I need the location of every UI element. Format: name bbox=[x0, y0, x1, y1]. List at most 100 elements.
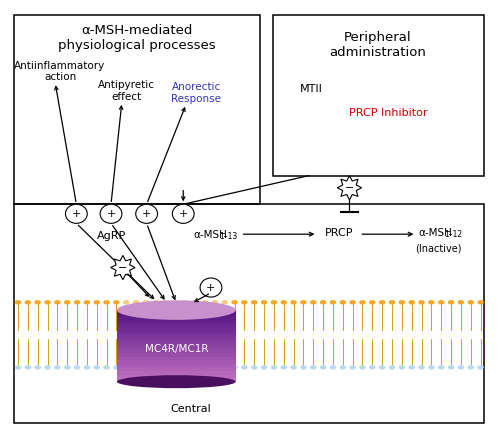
Ellipse shape bbox=[14, 365, 21, 370]
Ellipse shape bbox=[54, 300, 60, 304]
Ellipse shape bbox=[212, 300, 218, 304]
Ellipse shape bbox=[222, 300, 228, 304]
Ellipse shape bbox=[172, 300, 178, 304]
Circle shape bbox=[172, 204, 194, 223]
Ellipse shape bbox=[290, 300, 297, 304]
Ellipse shape bbox=[300, 365, 306, 370]
Ellipse shape bbox=[320, 300, 326, 304]
Ellipse shape bbox=[379, 365, 386, 370]
Polygon shape bbox=[117, 367, 236, 371]
Ellipse shape bbox=[458, 300, 464, 304]
Ellipse shape bbox=[142, 365, 149, 370]
Ellipse shape bbox=[74, 365, 80, 370]
Ellipse shape bbox=[408, 300, 415, 304]
Text: α-MSH: α-MSH bbox=[419, 228, 452, 238]
Ellipse shape bbox=[330, 300, 336, 304]
Text: 1–12: 1–12 bbox=[444, 230, 462, 239]
Ellipse shape bbox=[84, 300, 90, 304]
Ellipse shape bbox=[398, 365, 405, 370]
Ellipse shape bbox=[280, 300, 287, 304]
Polygon shape bbox=[117, 325, 236, 328]
Ellipse shape bbox=[117, 300, 236, 320]
Ellipse shape bbox=[379, 300, 386, 304]
Polygon shape bbox=[117, 335, 236, 339]
Polygon shape bbox=[117, 378, 236, 381]
Ellipse shape bbox=[359, 365, 366, 370]
Polygon shape bbox=[117, 360, 236, 364]
Ellipse shape bbox=[182, 365, 188, 370]
Ellipse shape bbox=[261, 365, 268, 370]
Ellipse shape bbox=[142, 300, 149, 304]
Ellipse shape bbox=[133, 300, 140, 304]
Text: α-MSH-mediated
physiological processes: α-MSH-mediated physiological processes bbox=[58, 24, 216, 52]
Ellipse shape bbox=[232, 300, 238, 304]
Ellipse shape bbox=[162, 365, 169, 370]
Text: +: + bbox=[72, 209, 81, 219]
Ellipse shape bbox=[172, 365, 178, 370]
Ellipse shape bbox=[152, 365, 159, 370]
Polygon shape bbox=[117, 350, 236, 353]
Ellipse shape bbox=[113, 365, 119, 370]
Ellipse shape bbox=[438, 300, 444, 304]
Ellipse shape bbox=[398, 300, 405, 304]
Polygon shape bbox=[117, 332, 236, 335]
Polygon shape bbox=[117, 374, 236, 378]
Text: +: + bbox=[178, 209, 188, 219]
Text: Anorectic
Response: Anorectic Response bbox=[171, 82, 221, 104]
Ellipse shape bbox=[340, 300, 346, 304]
Ellipse shape bbox=[84, 365, 90, 370]
Ellipse shape bbox=[388, 365, 396, 370]
Text: −: − bbox=[118, 263, 128, 272]
Ellipse shape bbox=[34, 365, 41, 370]
Ellipse shape bbox=[330, 365, 336, 370]
Ellipse shape bbox=[428, 300, 434, 304]
Ellipse shape bbox=[320, 365, 326, 370]
Text: Peripheral
administration: Peripheral administration bbox=[329, 32, 426, 60]
Ellipse shape bbox=[123, 300, 130, 304]
Ellipse shape bbox=[359, 300, 366, 304]
Ellipse shape bbox=[468, 300, 474, 304]
Circle shape bbox=[66, 204, 88, 223]
Ellipse shape bbox=[261, 300, 268, 304]
Ellipse shape bbox=[280, 365, 287, 370]
Ellipse shape bbox=[94, 365, 100, 370]
Ellipse shape bbox=[310, 365, 316, 370]
Ellipse shape bbox=[44, 300, 51, 304]
Ellipse shape bbox=[104, 300, 110, 304]
Polygon shape bbox=[117, 353, 236, 357]
Circle shape bbox=[200, 278, 222, 297]
Text: +: + bbox=[106, 209, 116, 219]
Ellipse shape bbox=[212, 365, 218, 370]
Ellipse shape bbox=[251, 300, 258, 304]
Ellipse shape bbox=[468, 365, 474, 370]
Polygon shape bbox=[338, 176, 361, 200]
Circle shape bbox=[100, 204, 122, 223]
Ellipse shape bbox=[448, 300, 454, 304]
Ellipse shape bbox=[74, 300, 80, 304]
Polygon shape bbox=[117, 364, 236, 367]
Polygon shape bbox=[117, 346, 236, 350]
Polygon shape bbox=[117, 339, 236, 343]
Ellipse shape bbox=[369, 365, 376, 370]
Ellipse shape bbox=[428, 365, 434, 370]
Ellipse shape bbox=[162, 300, 169, 304]
Ellipse shape bbox=[14, 300, 21, 304]
Ellipse shape bbox=[54, 365, 60, 370]
Ellipse shape bbox=[241, 300, 248, 304]
Text: +: + bbox=[206, 283, 216, 293]
Text: PRCP: PRCP bbox=[326, 228, 354, 238]
Ellipse shape bbox=[222, 365, 228, 370]
Ellipse shape bbox=[388, 300, 396, 304]
Text: (Inactive): (Inactive) bbox=[416, 244, 462, 254]
Ellipse shape bbox=[350, 365, 356, 370]
Ellipse shape bbox=[251, 365, 258, 370]
Ellipse shape bbox=[340, 365, 346, 370]
Text: α-MSH: α-MSH bbox=[194, 230, 228, 240]
Polygon shape bbox=[117, 328, 236, 332]
Ellipse shape bbox=[94, 300, 100, 304]
Ellipse shape bbox=[202, 300, 208, 304]
Ellipse shape bbox=[350, 300, 356, 304]
Text: −: − bbox=[345, 183, 354, 193]
Ellipse shape bbox=[418, 300, 425, 304]
Ellipse shape bbox=[152, 300, 159, 304]
